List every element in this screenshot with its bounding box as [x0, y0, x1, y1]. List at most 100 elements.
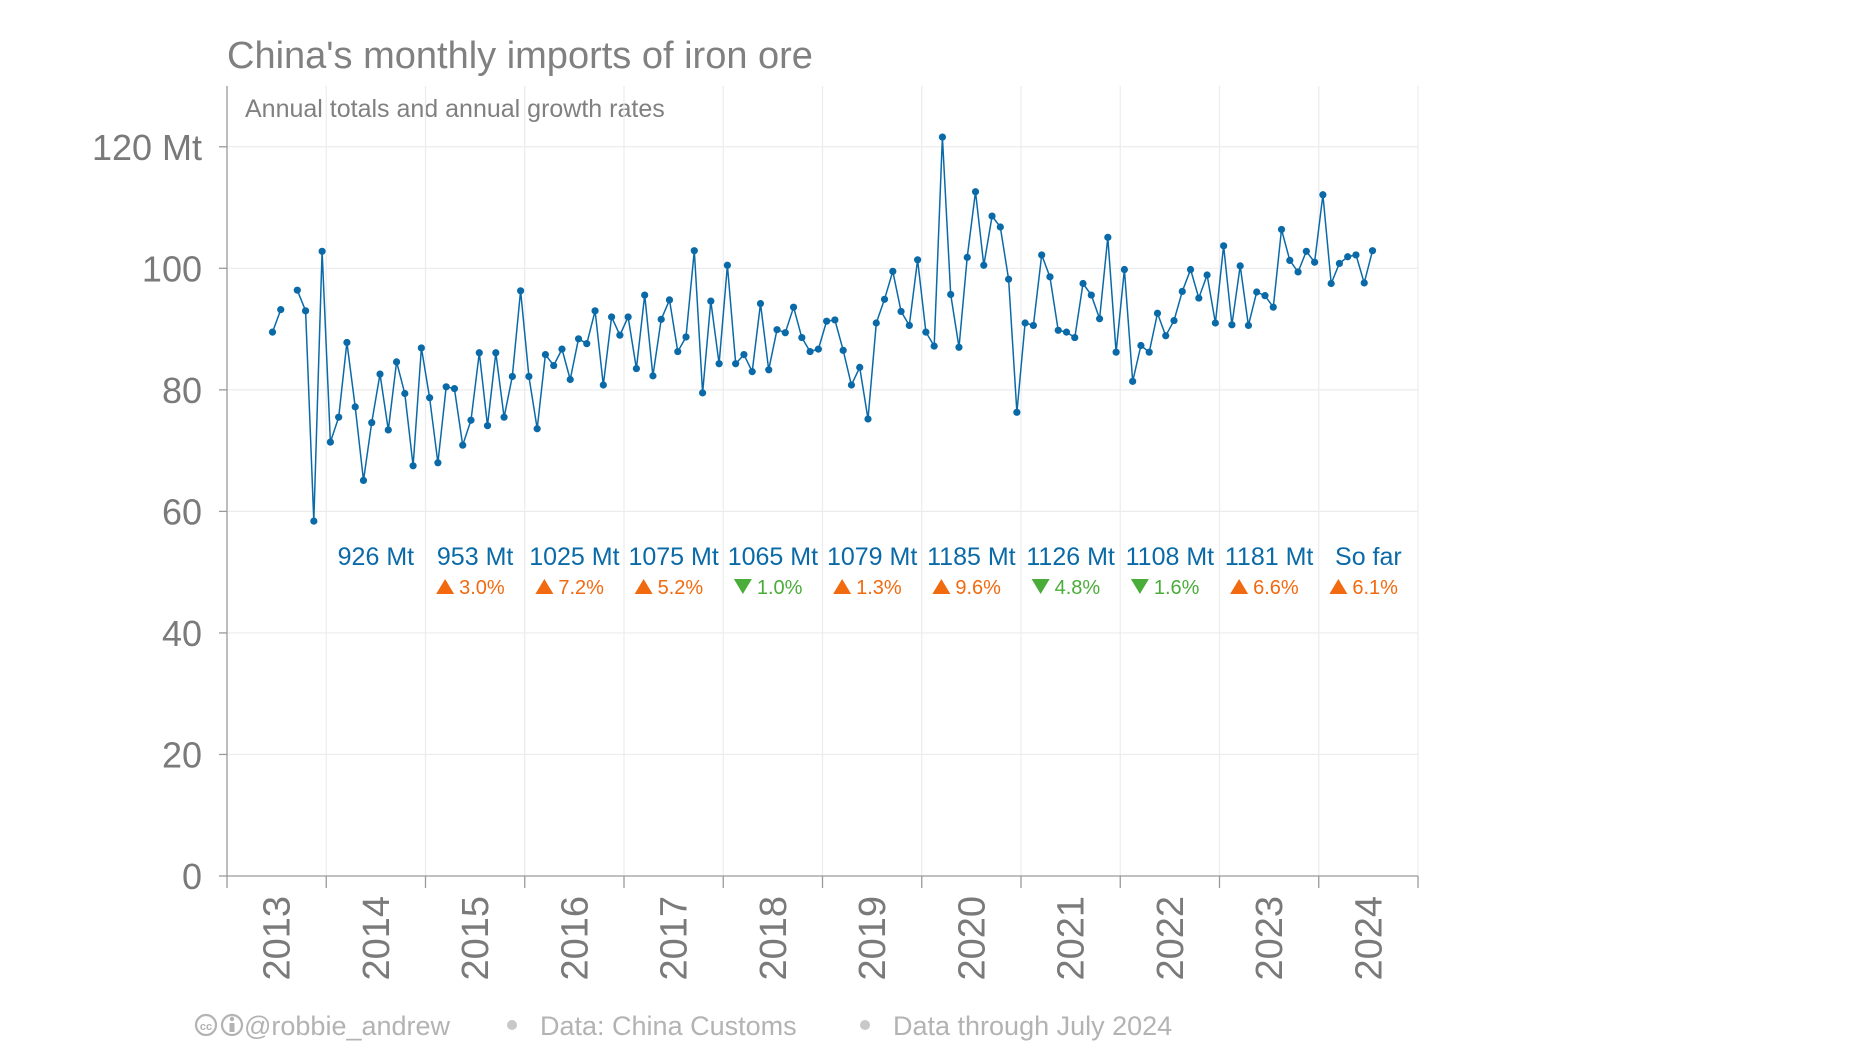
data-point — [541, 351, 550, 359]
annual-growth-label: 6.6% — [1253, 577, 1299, 599]
data-point — [574, 335, 583, 343]
data-point — [938, 133, 947, 141]
x-tick-label: 2019 — [852, 896, 894, 981]
data-point — [442, 383, 450, 391]
data-point — [773, 326, 781, 334]
data-point — [1236, 262, 1244, 270]
data-point — [616, 331, 624, 339]
data-point — [1021, 319, 1029, 327]
series-line — [271, 309, 282, 333]
data-point — [1038, 251, 1046, 259]
data-point — [368, 419, 376, 427]
data-point — [823, 317, 831, 325]
data-point — [1302, 247, 1310, 255]
data-point — [914, 256, 922, 264]
data-point — [550, 361, 558, 370]
data-point — [318, 247, 326, 255]
data-point — [1087, 291, 1095, 299]
y-tick-label: 80 — [162, 370, 202, 411]
data-point — [856, 363, 864, 371]
data-point — [624, 313, 632, 321]
data-point — [1220, 242, 1228, 250]
chart-subtitle: Annual totals and annual growth rates — [245, 95, 665, 123]
data-point — [475, 349, 483, 357]
data-point — [839, 346, 847, 354]
data-point — [434, 459, 442, 467]
data-point — [781, 329, 789, 337]
data-point — [930, 342, 938, 350]
data-point — [1294, 268, 1302, 276]
data-point — [500, 413, 508, 421]
annual-growth-label: 1.6% — [1154, 577, 1200, 599]
data-point — [401, 389, 409, 398]
growth-up-icon — [634, 579, 653, 594]
data-point — [1311, 258, 1319, 266]
data-point — [897, 307, 905, 316]
data-point — [732, 360, 740, 368]
data-point — [268, 328, 277, 336]
growth-up-icon — [436, 579, 455, 594]
data-point — [1228, 321, 1236, 329]
y-tick-label: 120 Mt — [92, 127, 202, 168]
data-point — [1013, 408, 1021, 416]
data-point — [517, 287, 525, 295]
data-point — [955, 343, 963, 351]
data-point — [632, 364, 641, 373]
annual-total-label: 953 Mt — [437, 543, 513, 571]
data-point — [641, 291, 649, 299]
data-point — [1211, 319, 1219, 327]
data-point — [384, 426, 392, 434]
data-point — [409, 462, 417, 470]
data-point — [426, 394, 434, 402]
data-point — [971, 188, 980, 196]
grid — [227, 86, 1419, 876]
data-point — [1368, 247, 1377, 255]
data-point — [1153, 309, 1162, 317]
data-point — [682, 333, 690, 341]
x-tick-label: 2018 — [753, 896, 795, 981]
data-point — [417, 344, 425, 352]
growth-up-icon — [1230, 579, 1249, 594]
data-point — [326, 438, 334, 446]
data-point — [1079, 279, 1087, 288]
chart-title: China's monthly imports of iron ore — [227, 35, 813, 77]
data-point — [376, 370, 384, 378]
footer-separator — [507, 1020, 517, 1030]
y-tick-label: 100 — [142, 248, 202, 289]
data-point — [798, 333, 806, 342]
data-point — [1054, 326, 1062, 334]
x-tick-label: 2016 — [554, 896, 596, 981]
data-point — [1112, 348, 1120, 356]
data-point — [1269, 303, 1277, 311]
data-point — [583, 340, 591, 348]
data-point — [947, 290, 955, 299]
x-tick-label: 2024 — [1348, 896, 1390, 981]
data-point — [1319, 191, 1327, 199]
data-point — [1360, 279, 1368, 287]
annual-total-label: 1065 Mt — [728, 543, 818, 571]
x-tick-label: 2023 — [1249, 896, 1291, 981]
data-point — [599, 381, 607, 389]
data-point — [996, 223, 1004, 231]
x-tick-label: 2013 — [257, 896, 299, 981]
data-point — [467, 416, 475, 424]
annual-growth-label: 3.0% — [459, 577, 505, 599]
data-point — [1286, 256, 1294, 265]
data-point — [723, 261, 731, 269]
data-point — [1129, 377, 1137, 385]
data-point — [806, 347, 814, 356]
data-point — [1203, 271, 1211, 279]
footer-source: Data: China Customs — [540, 1011, 797, 1041]
data-point — [392, 358, 401, 366]
data-point — [789, 303, 798, 311]
data-point — [1046, 273, 1054, 281]
data-point — [1352, 251, 1360, 259]
annual-growth-label: 6.1% — [1352, 577, 1398, 599]
y-tick-label: 40 — [162, 613, 202, 654]
data-point — [715, 360, 723, 368]
data-point — [1004, 275, 1013, 283]
data-point — [690, 247, 698, 255]
data-point — [698, 389, 707, 397]
data-point — [1186, 265, 1195, 274]
